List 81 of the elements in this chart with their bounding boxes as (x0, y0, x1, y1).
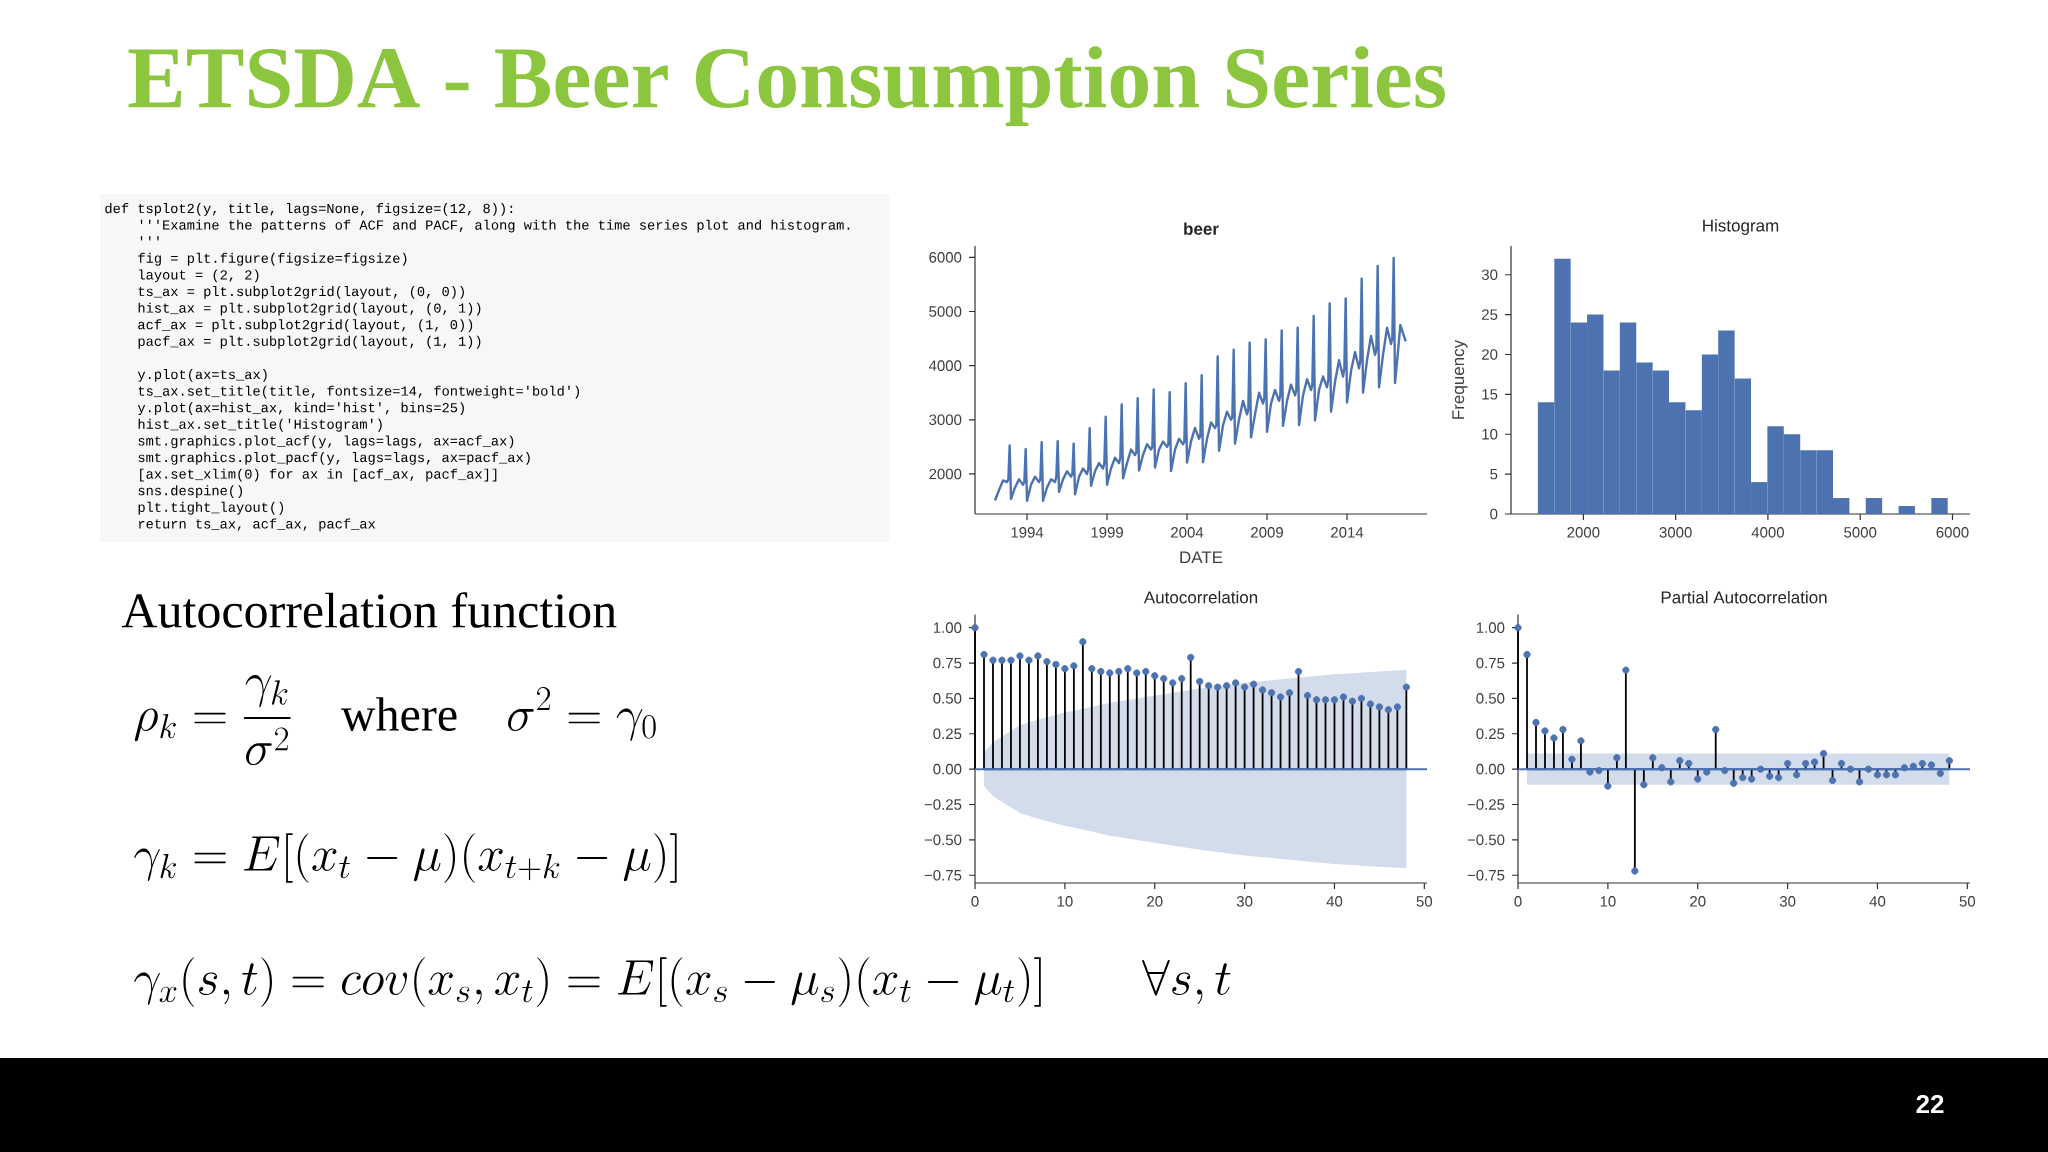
y-tick-label: 5000 (929, 306, 962, 317)
text: $\gamma_x(s,t) = cov(x_s, x_t) = E[(x_s - \mu_s)(x_t - \mu_t)] \qquad \forall s,t$ (134, 957, 1231, 1007)
y-tick-label: 30 (1481, 269, 1498, 281)
y-tick-label: 20 (1482, 349, 1498, 360)
y-tick-label: 0.75 (933, 657, 962, 669)
y-tick-label: 0.50 (933, 693, 962, 704)
y-tick-label: 0.00 (933, 763, 962, 775)
x-tick-label: 6000 (1936, 527, 1969, 538)
y-tick-label: −0.75 (924, 869, 962, 881)
text: ts_ax = plt.subplot2grid(layout, (0, 0)) (138, 286, 464, 299)
x-tick-label: 0 (971, 896, 979, 907)
y-tick-label: −0.50 (1467, 834, 1505, 846)
chart-title: Autocorrelation (1143, 590, 1258, 604)
y-tick-label: −0.25 (1467, 799, 1505, 810)
text: sns.despine() (138, 485, 242, 499)
text: hist_ax = plt.subplot2grid(layout, (0, 1)) (138, 302, 481, 316)
y-tick-label: −0.50 (924, 834, 962, 846)
text: [ax.set_xlim(0) for ax in [acf_ax, pacf_ax]] (140, 468, 497, 482)
x-tick-label: 3000 (1659, 527, 1692, 538)
y-tick-label: 15 (1482, 389, 1498, 400)
y-tick-label: 2000 (929, 468, 962, 480)
x-tick-label: 20 (1147, 896, 1163, 907)
text: return ts_ax, acf_ax, pacf_ax (139, 518, 376, 532)
text: def tsplot2(y, title, lags=None, figsize=(12, 8)): (105, 203, 513, 216)
x-tick-label: 2004 (1171, 527, 1204, 538)
text: layout = (2, 2) (139, 269, 259, 283)
text: '''Examine the patterns of ACF and PACF, along with the time series plot and histogram. (140, 219, 850, 233)
x-tick-label: 40 (1869, 896, 1886, 907)
y-tick-label: 0.25 (1476, 728, 1505, 740)
y-tick-label: 25 (1482, 309, 1498, 320)
y-tick-label: 0.25 (933, 728, 962, 740)
x-tick-label: 30 (1779, 896, 1796, 907)
x-tick-label: 50 (1416, 896, 1433, 907)
text: y.plot(ax=ts_ax) (137, 369, 267, 382)
text: plt.tight_layout() (138, 501, 284, 515)
text: 22 (1916, 1094, 1944, 1114)
y-tick-label: −0.25 (924, 799, 962, 810)
x-tick-label: 0 (1514, 896, 1522, 907)
y-tick-label: 1.00 (1476, 622, 1505, 633)
x-tick-label: 4000 (1751, 527, 1785, 538)
x-tick-label: 10 (1057, 896, 1073, 907)
y-tick-label: −0.75 (1467, 869, 1505, 881)
x-tick-label: 10 (1600, 896, 1616, 907)
x-tick-label: 1999 (1091, 527, 1123, 538)
chart-title: Partial Autocorrelation (1661, 590, 1827, 604)
x-tick-label: 2009 (1251, 527, 1283, 538)
x-tick-label: 40 (1326, 896, 1343, 907)
text: ts_ax.set_title(title, fontsize=14, fontweight='bold') (138, 385, 579, 399)
y-tick-label: 0 (1490, 508, 1498, 520)
text: $\rho_k = \frac{\gamma_k}{\sigma^2} \quad \mathrm{where} \quad \sigma^2 = \gamma_0$ (134, 674, 656, 766)
chart-title: Histogram (1703, 219, 1779, 235)
y-tick-label: 6000 (929, 252, 962, 263)
text: ETSDA - Beer Consumption Series (128, 46, 1445, 126)
text: smt.graphics.plot_pacf(y, lags=lags, ax=pacf_ax) (138, 452, 530, 465)
y-tick-label: 4000 (928, 360, 962, 371)
y-tick-label: 3000 (929, 414, 962, 426)
text: Autocorrelation function (121, 592, 617, 628)
text: fig = plt.figure(figsize=figsize) (138, 252, 407, 266)
x-tick-label: 1994 (1011, 527, 1044, 538)
text: hist_ax.set_title('Histogram') (138, 418, 382, 432)
chart-title: beer (1184, 222, 1219, 235)
x-tick-label: 50 (1959, 896, 1976, 907)
x-tick-label: 20 (1690, 896, 1706, 907)
text: acf_ax = plt.subplot2grid(layout, (1, 0)) (138, 319, 473, 333)
y-tick-label: 1.00 (933, 622, 962, 633)
x-tick-label: 2000 (1567, 527, 1600, 538)
text: ''' (140, 236, 159, 241)
x-tick-label: 5000 (1844, 527, 1877, 538)
y-tick-label: 0.50 (1476, 693, 1505, 704)
x-tick-label: 30 (1236, 896, 1253, 907)
x-axis-title: DATE (1180, 551, 1223, 564)
y-tick-label: 5 (1490, 468, 1498, 480)
text: y.plot(ax=hist_ax, kind='hist', bins=25) (137, 402, 464, 416)
y-tick-label: 0.75 (1476, 657, 1505, 669)
text: pacf_ax = plt.subplot2grid(layout, (1, 1)) (138, 335, 481, 349)
y-tick-label: 10 (1482, 428, 1498, 440)
y-tick-label: 0.00 (1476, 763, 1505, 775)
y-axis-title: Frequency (1452, 339, 1468, 419)
text: $\gamma_k = E[(x_t - \mu)(x_{t+k} - \mu)]$ (134, 833, 677, 883)
text: smt.graphics.plot_acf(y, lags=lags, ax=acf_ax) (138, 435, 514, 449)
x-tick-label: 2014 (1331, 527, 1364, 538)
